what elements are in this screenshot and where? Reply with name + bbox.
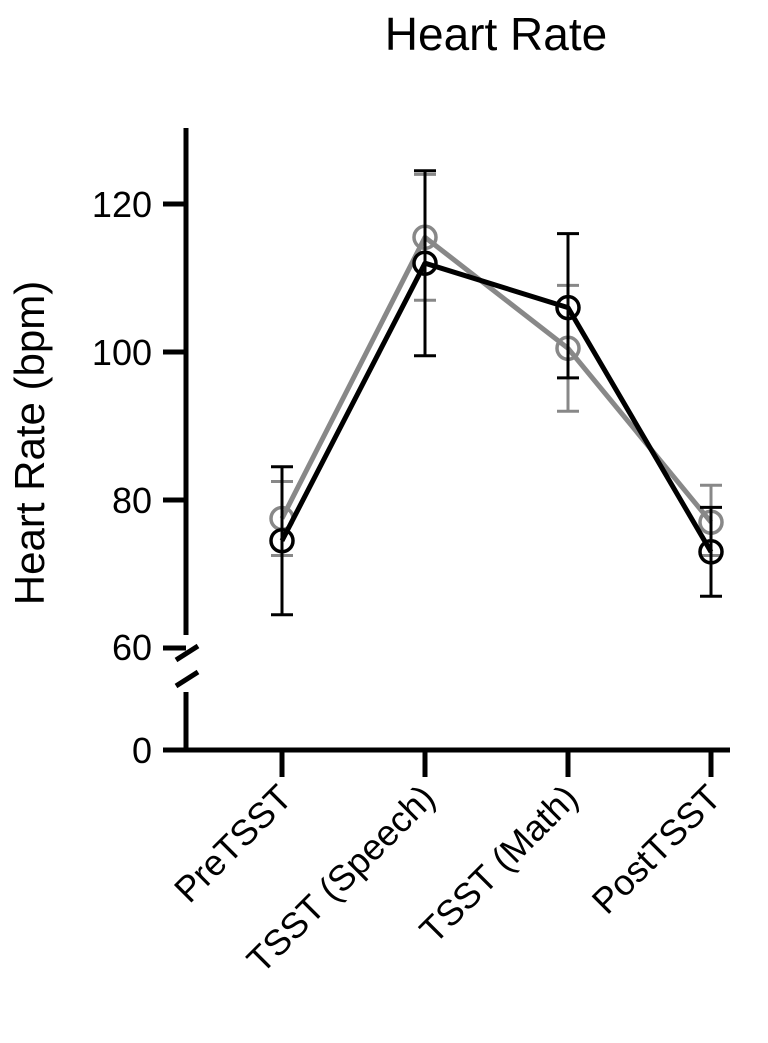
y-axis-label: Heart Rate (bpm) <box>6 281 53 605</box>
x-tick-label: PreTSST <box>166 777 300 911</box>
axis-break-mark-lower <box>174 669 200 689</box>
y-tick-label: 100 <box>92 332 152 373</box>
y-tick-label: 0 <box>132 730 152 771</box>
axis-break-mark-upper <box>174 643 200 663</box>
series-line <box>279 260 714 554</box>
data-point <box>412 250 438 276</box>
data-point <box>698 539 724 565</box>
y-tick-label: 120 <box>92 184 152 225</box>
chart-title: Heart Rate <box>385 8 607 60</box>
y-tick-label: 60 <box>112 627 152 668</box>
y-ticks: 0 60 80 100 120 <box>92 184 186 771</box>
series-line <box>279 234 713 524</box>
x-tick-label: PostTSST <box>584 777 729 922</box>
data-point <box>269 527 295 554</box>
series-1 <box>269 169 724 617</box>
y-tick-label: 80 <box>112 480 152 521</box>
series-layer <box>269 169 724 617</box>
axes <box>174 128 730 753</box>
series-0 <box>269 172 724 557</box>
data-point <box>555 294 581 321</box>
